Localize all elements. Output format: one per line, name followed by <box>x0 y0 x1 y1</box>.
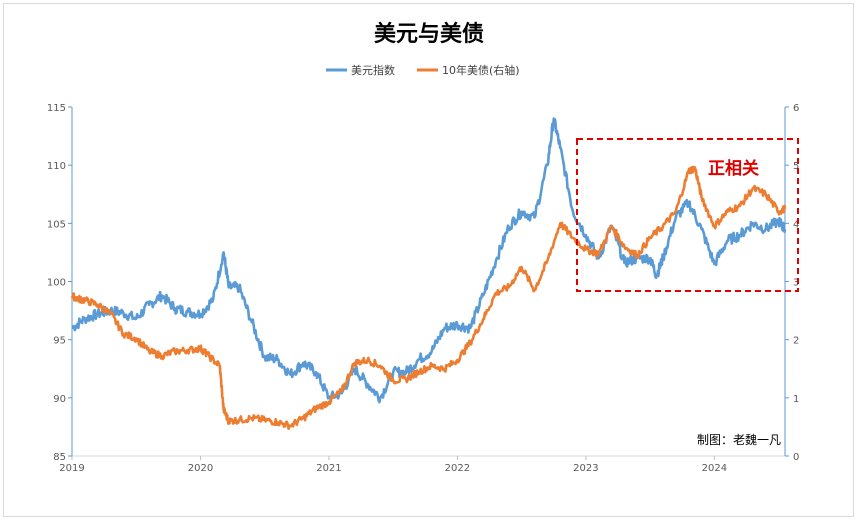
chart-svg: 美元与美债 美元指数 10年美债(右轴) 2019 2020 2021 2022 202… <box>47 21 799 474</box>
axes: 2019 2020 2021 2022 2023 20248590951001051101… <box>47 103 799 474</box>
chart-frame: 美元与美债 美元指数 10年美债(右轴) 2019 2020 2021 2022 202… <box>3 3 854 517</box>
legend-label-series-1: 10年美债(右轴) <box>442 63 520 77</box>
annotation-label: 正相关 <box>708 158 759 179</box>
legend-label-series-0: 美元指数 <box>351 63 395 77</box>
highlight-box <box>576 138 799 292</box>
x-tick-label-5: 2024 <box>702 463 727 474</box>
x-tick-label-4: 2023 <box>573 463 598 474</box>
chart-title: 美元与美债 <box>374 21 484 47</box>
x-tick-label-1: 2020 <box>188 463 213 474</box>
y-right-tick-label-2: 2 <box>793 336 799 347</box>
x-tick-label-0: 2019 <box>59 463 84 474</box>
x-tick-label-2: 2021 <box>316 463 341 474</box>
y-left-tick-label-3: 100 <box>47 278 66 289</box>
y-right-tick-label-0: 0 <box>793 452 799 463</box>
y-right-tick-label-3: 3 <box>793 278 799 289</box>
plot-area <box>70 117 787 430</box>
y-right-tick-label-4: 4 <box>793 219 799 230</box>
y-left-tick-label-1: 90 <box>53 394 66 405</box>
x-tick-label-3: 2022 <box>445 463 470 474</box>
legend: 美元指数 10年美债(右轴) <box>326 63 520 77</box>
y-right-tick-label-1: 1 <box>793 394 799 405</box>
y-left-tick-label-4: 105 <box>47 219 66 230</box>
y-right-tick-label-6: 6 <box>793 103 799 114</box>
y-left-tick-label-0: 85 <box>53 452 66 463</box>
y-right-tick-label-5: 5 <box>793 161 799 172</box>
series-line-1 <box>70 165 787 430</box>
y-left-tick-label-2: 95 <box>53 336 66 347</box>
series-line-0 <box>71 117 787 404</box>
y-left-tick-label-5: 110 <box>47 161 66 172</box>
y-left-tick-label-6: 115 <box>47 103 66 114</box>
credit-text: 制图：老魏一凡 <box>697 432 781 447</box>
